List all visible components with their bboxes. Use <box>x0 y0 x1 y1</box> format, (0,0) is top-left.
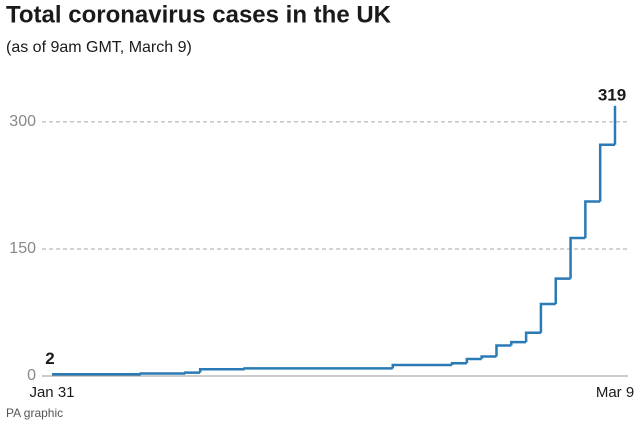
step-segment <box>495 344 512 357</box>
step-segment <box>184 371 201 374</box>
chart-subtitle: (as of 9am GMT, March 9) <box>6 39 192 56</box>
step-segment <box>480 355 497 360</box>
step-segment <box>465 357 482 364</box>
step-segment <box>391 363 453 369</box>
source: PA graphic <box>6 406 63 420</box>
step-segment <box>243 367 393 370</box>
step-segment <box>569 236 586 279</box>
step-segment <box>539 302 556 333</box>
data-label: 319 <box>598 85 626 104</box>
step-segment <box>139 372 186 375</box>
step-segment <box>198 367 245 373</box>
step-segment <box>598 143 615 202</box>
step-segment <box>554 277 571 305</box>
step-segment <box>450 362 467 365</box>
step-segment <box>510 340 527 346</box>
step-segment <box>524 331 541 343</box>
y-tick-label: 300 <box>9 113 36 130</box>
data-label: 2 <box>45 349 54 368</box>
y-tick-label: 0 <box>27 367 36 384</box>
x-tick-label: Jan 31 <box>29 384 74 401</box>
x-tick-label: Mar 9 <box>596 384 634 401</box>
step-segment <box>584 200 601 238</box>
chart-title: Total coronavirus cases in the UK <box>6 1 392 28</box>
y-tick-label: 150 <box>9 240 36 257</box>
